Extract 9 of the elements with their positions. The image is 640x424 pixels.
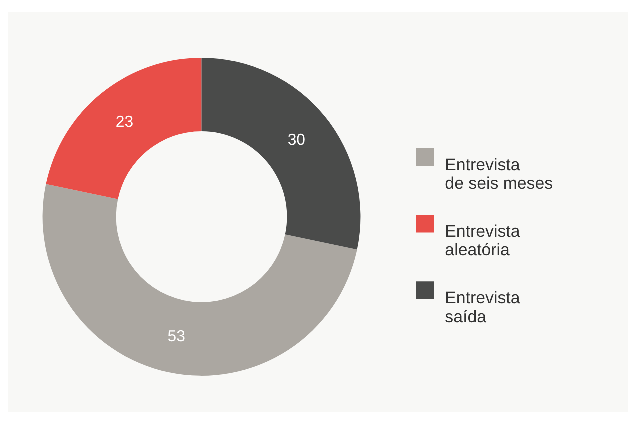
donut-slice (42, 184, 358, 376)
legend-label: Entrevista de seis meses (445, 155, 554, 194)
data-label: 30 (288, 132, 306, 149)
donut-slice (202, 58, 361, 250)
legend-label: Entrevista aleatória (445, 222, 521, 260)
legend-label: Entrevista saída (445, 288, 521, 326)
data-label: 53 (168, 328, 186, 346)
donut-slice (46, 58, 202, 200)
data-label: 23 (116, 114, 134, 132)
